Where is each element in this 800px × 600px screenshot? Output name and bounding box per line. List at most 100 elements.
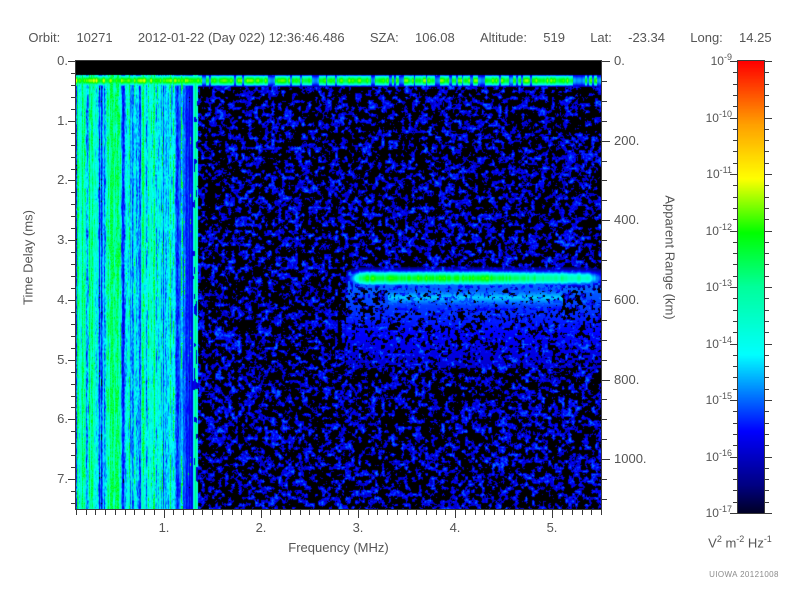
y-right-tick-major — [602, 459, 610, 460]
colorbar-units: V2 m-2 Hz-1 — [680, 534, 800, 550]
x-tick-minor — [173, 510, 174, 515]
colorbar-tick-label: 10-13 — [676, 278, 732, 294]
x-tick-minor — [533, 510, 534, 515]
colorbar-tick-minor — [733, 502, 738, 503]
plot-header: Orbit: 10271 2012-01-22 (Day 022) 12:36:… — [0, 30, 800, 45]
y-left-tick-minor — [71, 372, 76, 373]
x-tick-minor — [280, 510, 281, 515]
colorbar-tick-label: 10-11 — [676, 165, 732, 181]
x-axis-title: Frequency (MHz) — [288, 540, 389, 555]
y-left-tick-minor — [71, 97, 76, 98]
units-v: V — [708, 535, 717, 551]
y-axis-left-title: Time Delay (ms) — [20, 210, 36, 305]
colorbar-tick-minor — [764, 163, 769, 164]
altitude-value: 519 — [543, 30, 565, 45]
y-left-tick-minor — [71, 145, 76, 146]
colorbar-tick-major — [730, 457, 738, 458]
colorbar-tick-minor — [764, 106, 769, 107]
y-right-tick-major — [602, 380, 610, 381]
x-tick-major — [455, 510, 456, 518]
colorbar-label-exponent: -17 — [718, 504, 732, 514]
y-right-tick-minor — [602, 320, 607, 321]
colorbar-tick-major — [730, 174, 738, 175]
x-tick-minor — [212, 510, 213, 515]
x-tick-minor — [76, 510, 77, 515]
colorbar-tick-major — [764, 61, 772, 62]
colorbar-tick-label: 10-15 — [676, 391, 732, 407]
colorbar-tick-major — [730, 400, 738, 401]
y-left-tick-major — [68, 419, 76, 420]
colorbar-tick-minor — [764, 151, 769, 152]
x-tick-major — [552, 510, 553, 518]
y-right-tick-minor — [602, 280, 607, 281]
colorbar-tick-major — [730, 513, 738, 514]
colorbar-tick-minor — [764, 298, 769, 299]
x-tick-label: 1. — [158, 520, 170, 535]
colorbar-label-mantissa: 10 — [705, 393, 719, 407]
colorbar-tick-minor — [764, 445, 769, 446]
colorbar-tick-label: 10-16 — [676, 448, 732, 464]
x-tick-minor — [465, 510, 466, 515]
x-tick-minor — [475, 510, 476, 515]
x-tick-label: 5. — [546, 520, 558, 535]
units-hz: Hz — [744, 535, 764, 551]
x-tick-label: 4. — [449, 520, 461, 535]
x-tick-minor — [397, 510, 398, 515]
y-left-tick-label: 1. — [57, 113, 68, 128]
x-tick-minor — [270, 510, 271, 515]
colorbar-label-exponent: -13 — [718, 278, 732, 288]
x-tick-minor — [368, 510, 369, 515]
y-right-tick-minor — [602, 101, 607, 102]
colorbar-tick-minor — [733, 163, 738, 164]
y-left-tick-minor — [71, 276, 76, 277]
colorbar-label-exponent: -14 — [718, 335, 732, 345]
colorbar-tick-minor — [764, 242, 769, 243]
colorbar-tick-minor — [764, 95, 769, 96]
colorbar-tick-minor — [764, 140, 769, 141]
orbit-label: Orbit: — [28, 30, 61, 45]
x-tick-minor — [572, 510, 573, 515]
colorbar-tick-minor — [764, 185, 769, 186]
colorbar-tick-minor — [733, 84, 738, 85]
colorbar-tick-minor — [764, 355, 769, 356]
y-left-tick-major — [68, 479, 76, 480]
y-right-tick-major — [602, 61, 610, 62]
y-right-tick-label: 0. — [614, 53, 625, 68]
latitude-value: -23.34 — [628, 30, 665, 45]
latitude-label: Lat: — [590, 30, 612, 45]
x-tick-minor — [222, 510, 223, 515]
credit-text: UIOWA 20121008 — [709, 570, 779, 579]
colorbar-tick-minor — [764, 264, 769, 265]
x-tick-minor — [251, 510, 252, 515]
colorbar-tick-minor — [764, 423, 769, 424]
y-left-tick-minor — [71, 336, 76, 337]
units-m: m — [721, 535, 737, 551]
colorbar-tick-minor — [733, 264, 738, 265]
x-tick-minor — [582, 510, 583, 515]
colorbar-label-mantissa: 10 — [705, 450, 719, 464]
y-left-tick-label: 4. — [57, 292, 68, 307]
colorbar-tick-minor — [764, 197, 769, 198]
colorbar-tick-major — [764, 287, 772, 288]
x-tick-minor — [115, 510, 116, 515]
colorbar-tick-minor — [733, 321, 738, 322]
x-tick-minor — [134, 510, 135, 515]
colorbar-tick-minor — [733, 310, 738, 311]
colorbar-tick-minor — [764, 389, 769, 390]
x-tick-major — [164, 510, 165, 518]
y-left-tick-label: 2. — [57, 172, 68, 187]
x-tick-minor — [183, 510, 184, 515]
y-right-tick-major — [602, 300, 610, 301]
colorbar-label-mantissa: 10 — [705, 111, 719, 125]
y-left-tick-label: 3. — [57, 232, 68, 247]
y-left-tick-minor — [71, 264, 76, 265]
colorbar-tick-minor — [764, 434, 769, 435]
units-hz-exp: -1 — [763, 534, 772, 544]
colorbar-tick-minor — [764, 253, 769, 254]
colorbar-tick-major — [764, 457, 772, 458]
x-tick-minor — [416, 510, 417, 515]
x-tick-label: 2. — [255, 520, 267, 535]
colorbar-tick-minor — [764, 502, 769, 503]
colorbar-label-exponent: -10 — [718, 109, 732, 119]
